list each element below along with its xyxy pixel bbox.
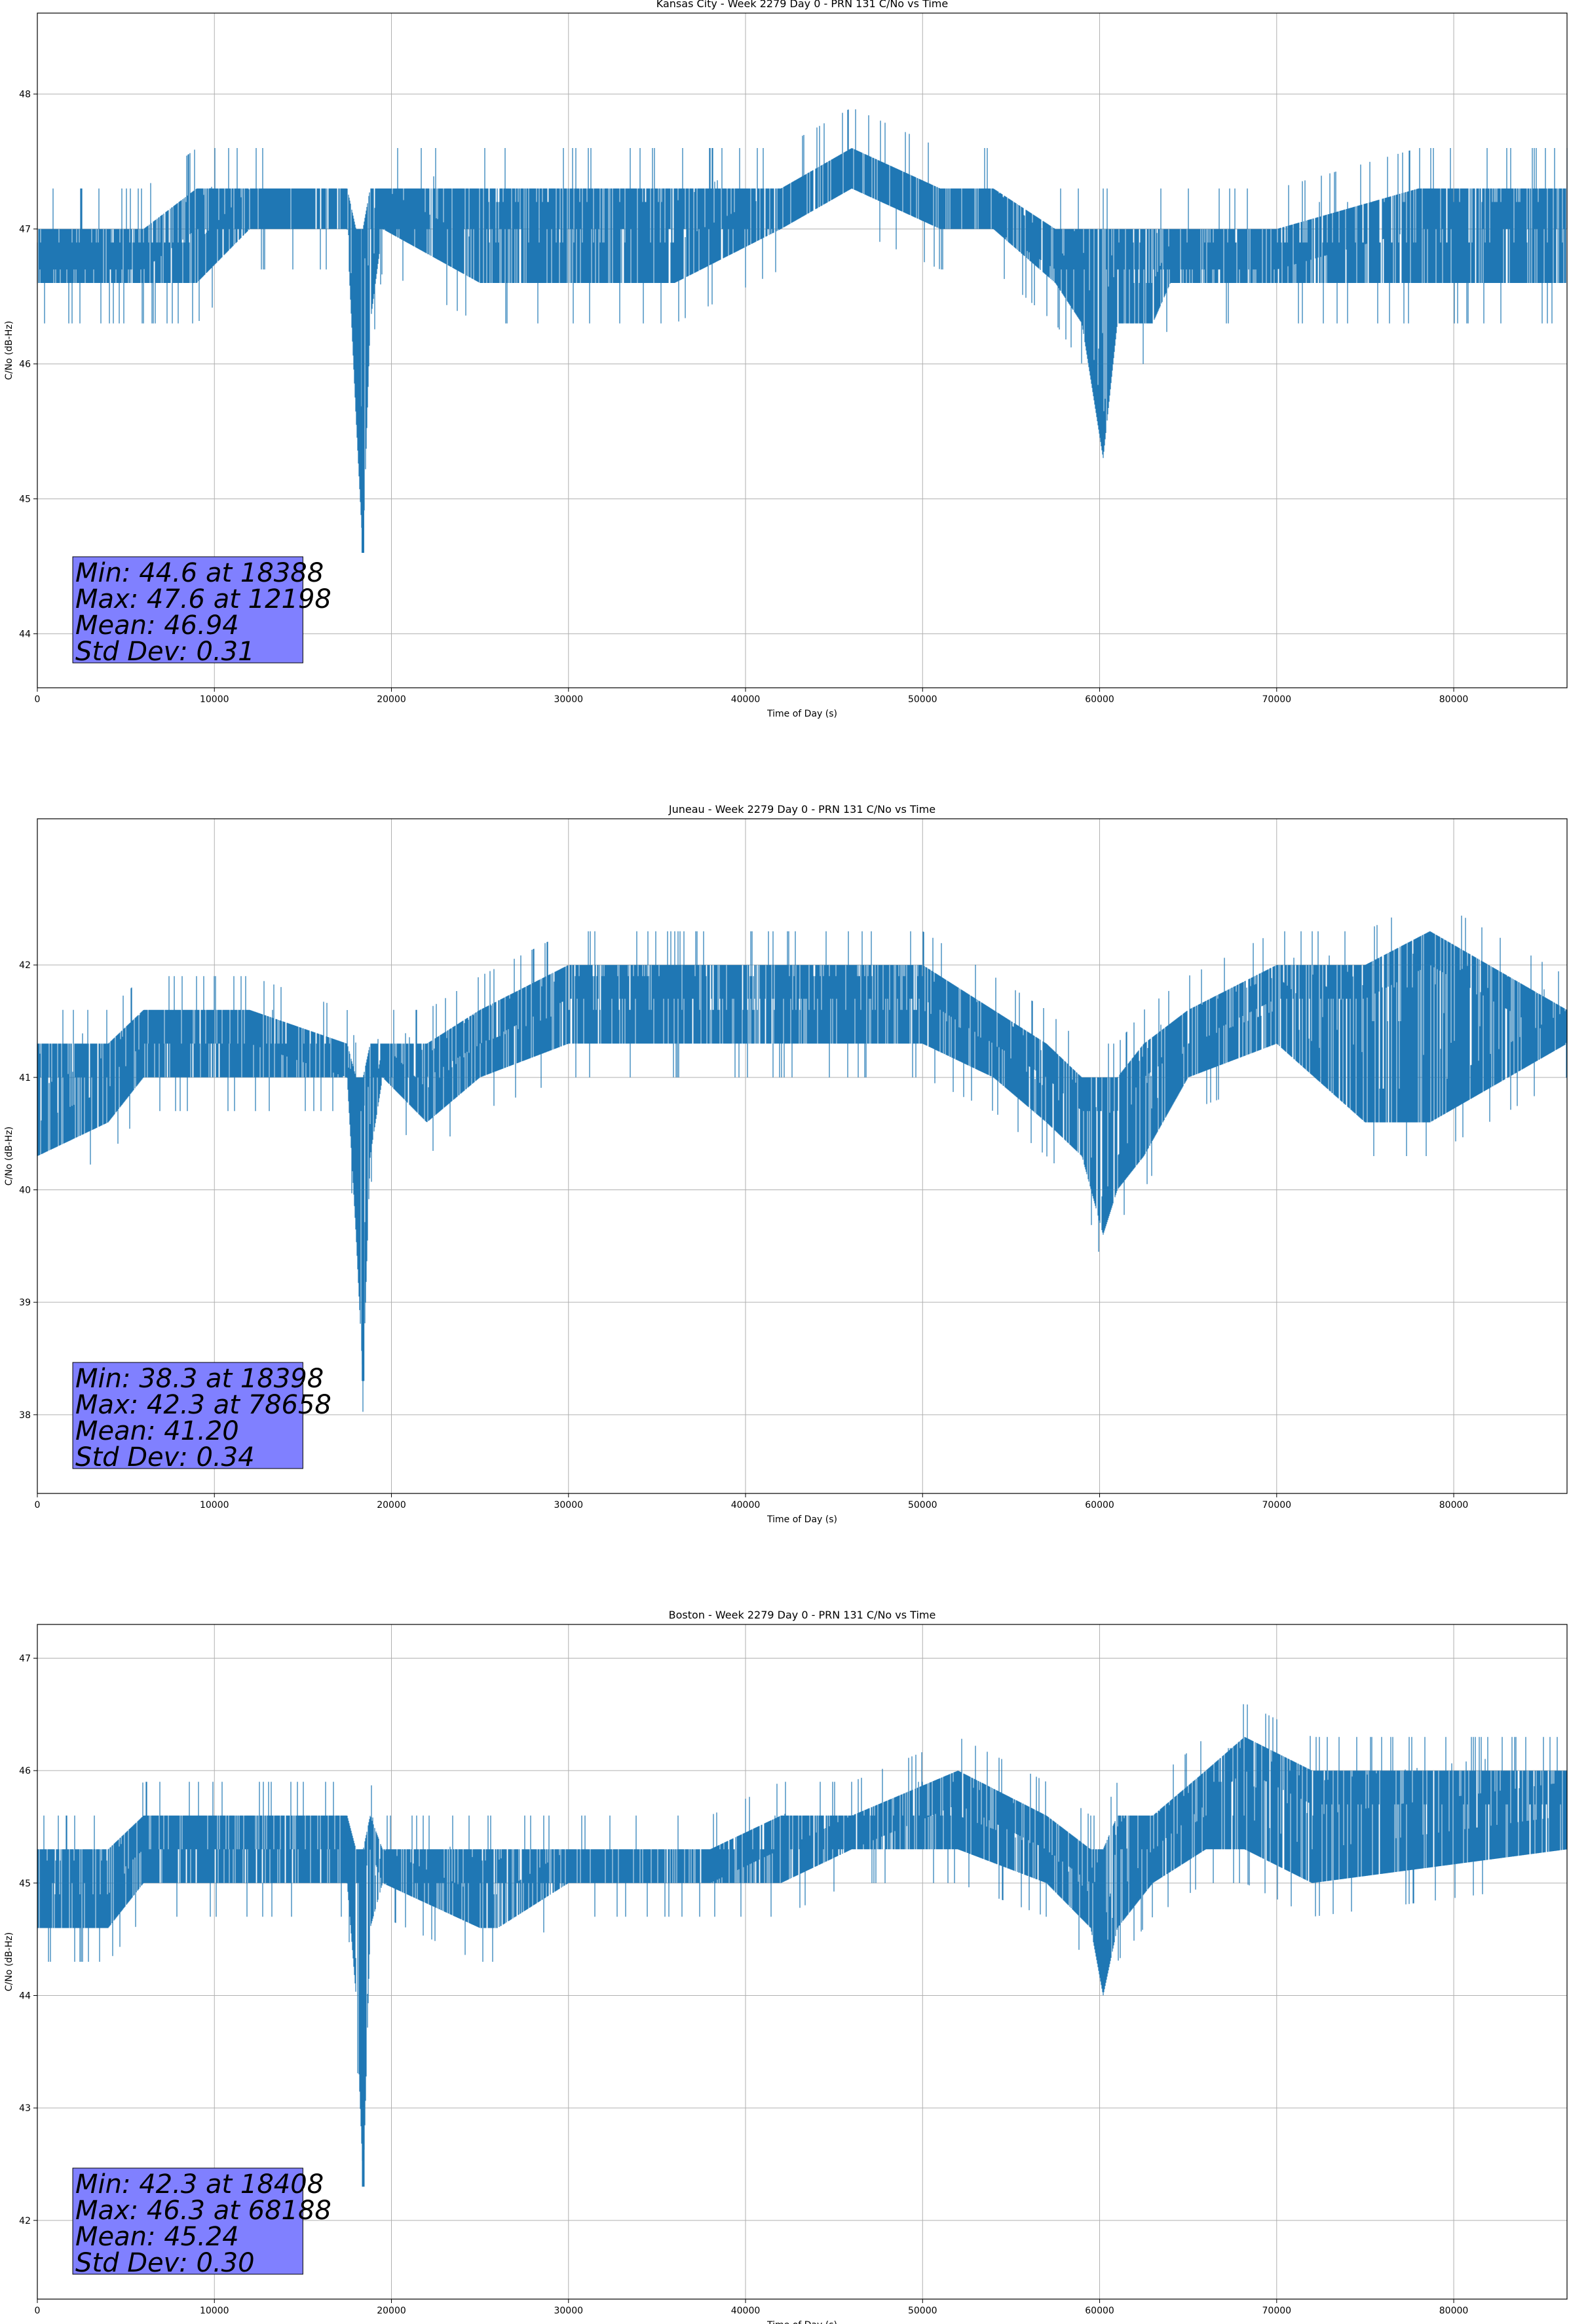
chart-panel-3: Boston - Week 2279 Day 0 - PRN 131 C/No … [4, 1609, 1568, 2324]
y-tick-label: 39 [19, 1298, 31, 1308]
x-tick-label: 40000 [731, 694, 761, 705]
stats-line: Max: 46.3 at 68188 [75, 2196, 331, 2226]
stats-box [72, 556, 303, 664]
stats-line: Std Dev: 0.30 [75, 2248, 255, 2278]
series-trace [37, 1704, 1568, 2179]
y-tick-label: 48 [19, 90, 31, 100]
stats-line: Std Dev: 0.31 [75, 637, 255, 667]
y-tick-label: 46 [19, 360, 31, 370]
stats-line: Mean: 46.94 [75, 610, 239, 641]
x-tick-label: 50000 [908, 1500, 937, 1510]
stats-box [72, 2167, 303, 2275]
y-tick-label: 40 [19, 1186, 31, 1196]
x-tick-label: 20000 [377, 1500, 406, 1510]
y-tick-label: 38 [19, 1410, 31, 1421]
axes-frame [37, 1624, 1568, 2300]
y-axis-label: C/No (dB-Hz) [4, 1932, 14, 1991]
y-tick-label: 44 [19, 629, 31, 640]
stats-line: Min: 38.3 at 18398 [75, 1364, 324, 1394]
x-tick-label: 10000 [200, 694, 229, 705]
y-tick-label: 42 [19, 2216, 31, 2226]
y-axis-label: C/No (dB-Hz) [4, 321, 14, 380]
stats-line: Min: 42.3 at 18408 [75, 2169, 324, 2200]
y-tick-label: 43 [19, 2103, 31, 2114]
x-tick-label: 80000 [1439, 1500, 1469, 1510]
y-tick-label: 42 [19, 960, 31, 971]
y-tick-label: 46 [19, 1766, 31, 1776]
y-tick-label: 41 [19, 1073, 31, 1083]
x-tick-label: 70000 [1262, 1500, 1292, 1510]
x-axis-label: Time of Day (s) [766, 709, 837, 719]
chart-title: Kansas City - Week 2279 Day 0 - PRN 131 … [656, 0, 948, 10]
x-tick-label: 60000 [1085, 694, 1114, 705]
x-tick-label: 30000 [554, 1500, 583, 1510]
stats-line: Max: 42.3 at 78658 [75, 1390, 331, 1420]
y-tick-label: 47 [19, 1654, 31, 1664]
x-tick-label: 80000 [1439, 694, 1469, 705]
x-tick-label: 10000 [200, 1500, 229, 1510]
x-tick-label: 0 [35, 1500, 41, 1510]
y-tick-label: 47 [19, 225, 31, 235]
axes-frame [37, 818, 1568, 1494]
x-tick-label: 30000 [554, 2306, 583, 2316]
x-tick-label: 70000 [1262, 694, 1292, 705]
y-tick-label: 44 [19, 1991, 31, 2002]
x-axis-label: Time of Day (s) [766, 1514, 837, 1525]
x-tick-label: 40000 [731, 1500, 761, 1510]
chart-panel-2: Juneau - Week 2279 Day 0 - PRN 131 C/No … [4, 803, 1568, 1525]
x-tick-label: 40000 [731, 2306, 761, 2316]
x-tick-label: 60000 [1085, 2306, 1114, 2316]
x-tick-label: 0 [35, 2306, 41, 2316]
stats-line: Mean: 41.20 [75, 1416, 239, 1446]
y-tick-label: 45 [19, 1879, 31, 1889]
x-tick-label: 20000 [377, 2306, 406, 2316]
chart-title: Boston - Week 2279 Day 0 - PRN 131 C/No … [669, 1609, 936, 1621]
stats-line: Mean: 45.24 [75, 2222, 239, 2252]
x-tick-label: 60000 [1085, 1500, 1114, 1510]
y-axis-label: C/No (dB-Hz) [4, 1127, 14, 1186]
x-tick-label: 50000 [908, 694, 937, 705]
chart-panel-1: Kansas City - Week 2279 Day 0 - PRN 131 … [4, 0, 1568, 719]
stats-box [72, 1362, 303, 1469]
x-tick-label: 30000 [554, 694, 583, 705]
chart-title: Juneau - Week 2279 Day 0 - PRN 131 C/No … [668, 803, 936, 815]
stats-line: Std Dev: 0.34 [75, 1442, 255, 1472]
y-tick-label: 45 [19, 495, 31, 505]
x-tick-label: 50000 [908, 2306, 937, 2316]
x-tick-label: 10000 [200, 2306, 229, 2316]
axes-frame [37, 12, 1568, 688]
x-tick-label: 70000 [1262, 2306, 1292, 2316]
x-axis-label: Time of Day (s) [766, 2320, 837, 2324]
stats-line: Max: 47.6 at 12198 [75, 584, 331, 614]
x-tick-label: 80000 [1439, 2306, 1469, 2316]
series-trace [37, 109, 1568, 552]
x-tick-label: 20000 [377, 694, 406, 705]
x-tick-label: 0 [35, 694, 41, 705]
series-trace [37, 915, 1568, 1412]
stats-line: Min: 44.6 at 18388 [75, 558, 324, 588]
